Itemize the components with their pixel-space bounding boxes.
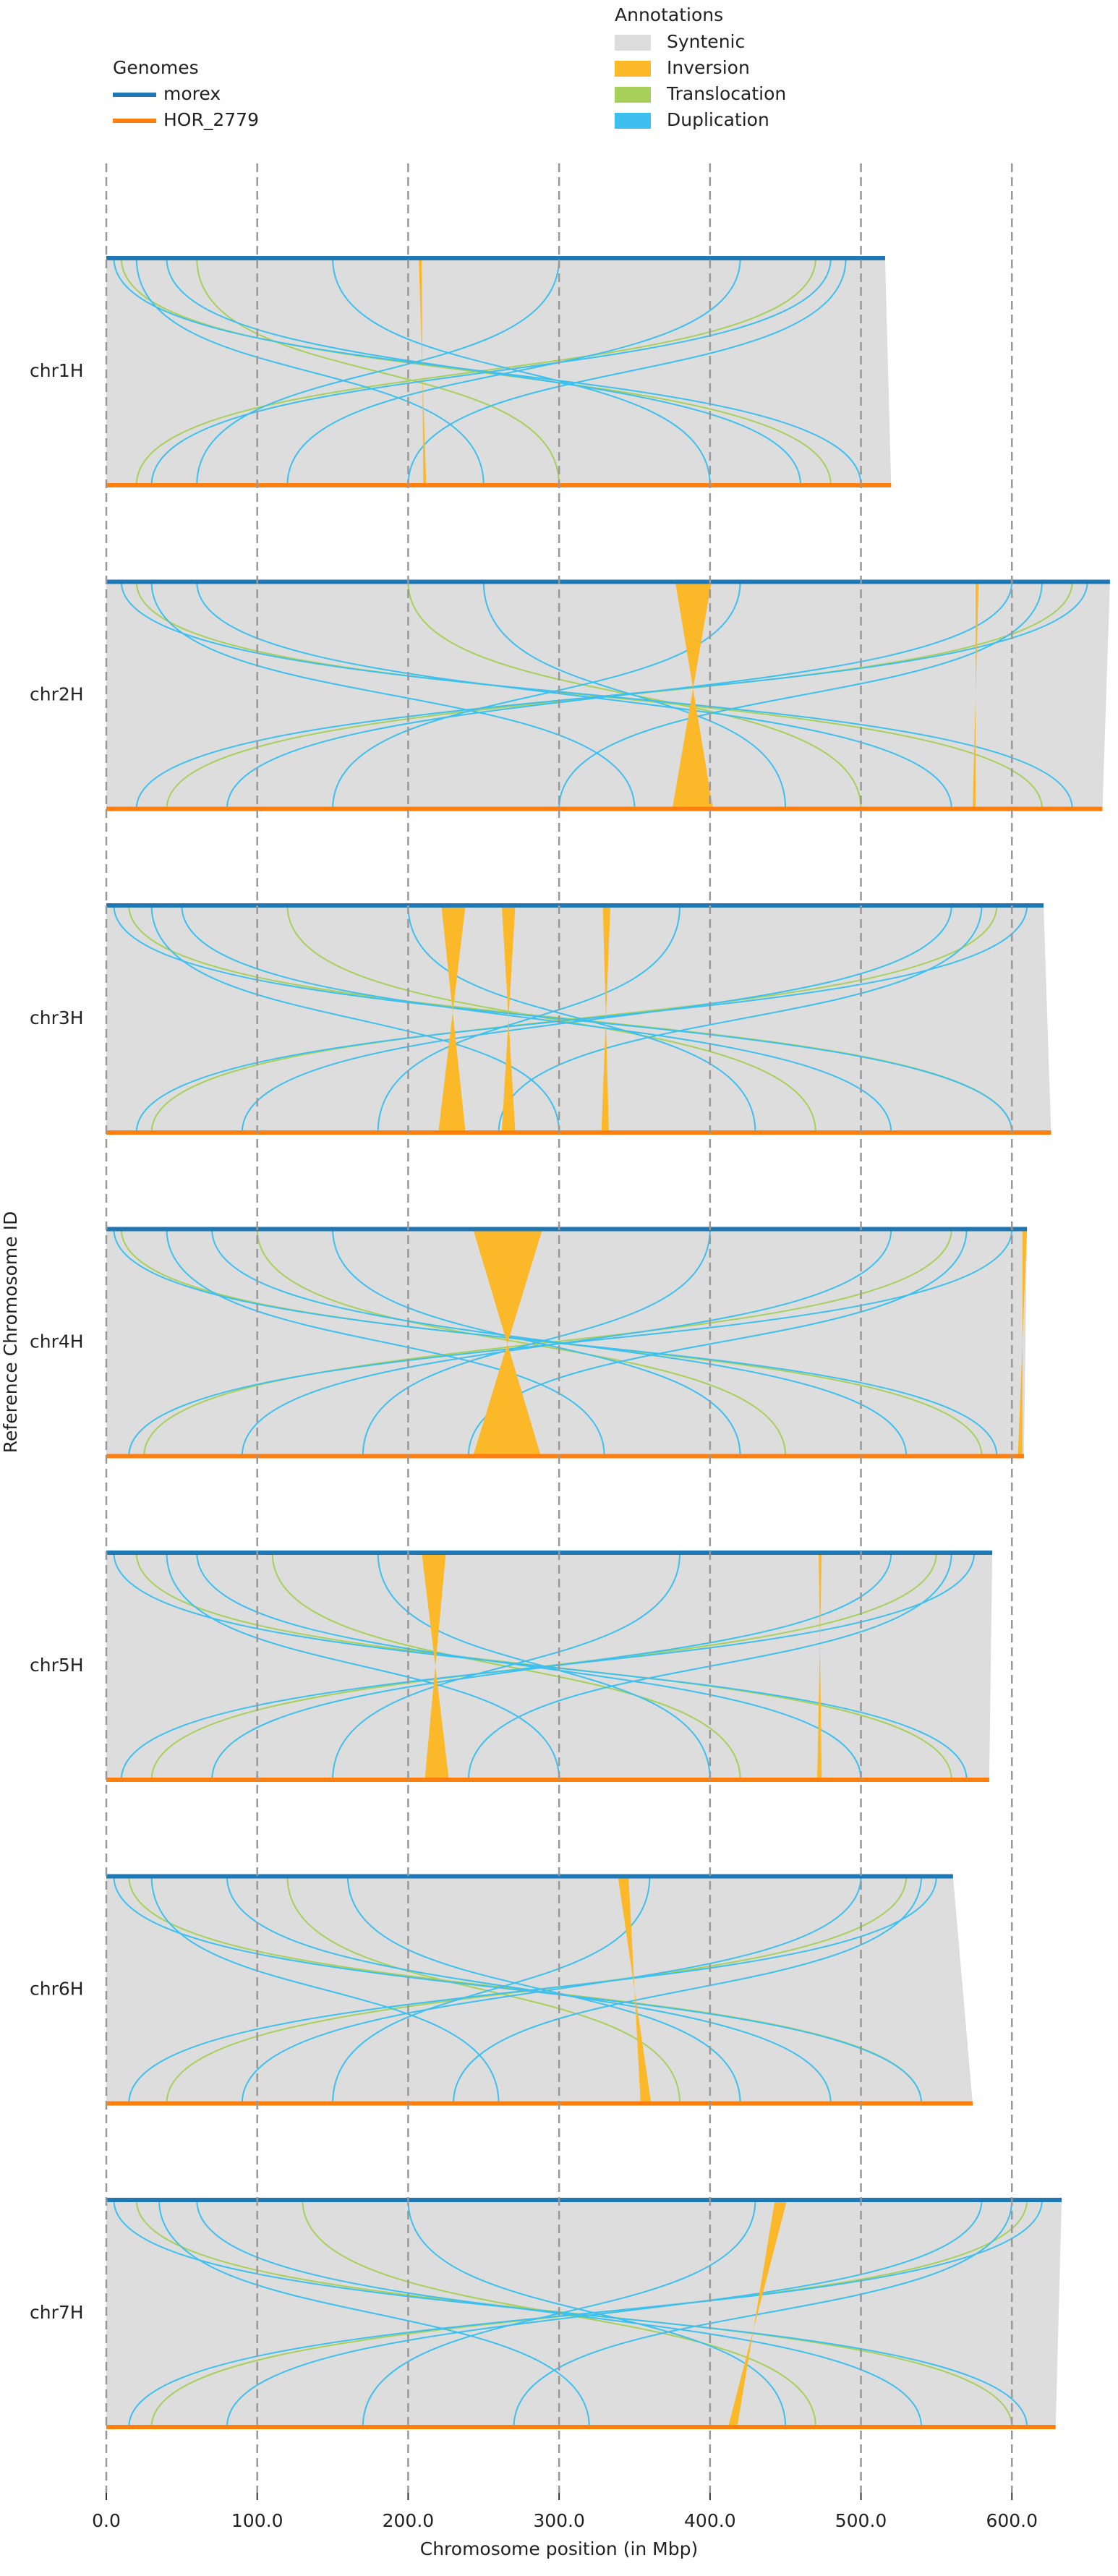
duplication-link <box>166 1229 605 1457</box>
inversion <box>972 581 979 809</box>
legend-patch <box>615 113 651 129</box>
legend-label: Translocation <box>666 83 786 104</box>
duplication-link <box>113 1552 968 1780</box>
duplication-link <box>135 581 1088 809</box>
translocation-link <box>286 905 816 1133</box>
duplication-link <box>226 581 1013 809</box>
duplication-link <box>226 1876 832 2104</box>
y-tick-label: chr6H <box>30 1979 84 2000</box>
chromosome-row <box>106 1227 1028 1459</box>
inversion <box>419 258 427 485</box>
legend-patch <box>615 87 651 103</box>
chromosome-row <box>106 2198 1062 2429</box>
translocation-link <box>143 1229 952 1457</box>
duplication-link <box>211 1229 908 1457</box>
y-tick-label: chr2H <box>30 684 84 705</box>
inversion <box>727 2200 788 2427</box>
duplication-link <box>150 257 832 486</box>
inversion <box>672 581 714 809</box>
y-tick-label: chr4H <box>30 1331 84 1352</box>
duplication-link <box>113 2199 1028 2428</box>
y-tick-label: chr5H <box>30 1655 84 1676</box>
inversion <box>1017 1229 1028 1457</box>
duplication-link <box>286 257 741 486</box>
chromosome-row <box>106 256 892 487</box>
duplication-link <box>113 1876 923 2104</box>
translocation-link <box>150 905 998 1133</box>
x-tick-label: 300.0 <box>533 2510 585 2531</box>
translocation-link <box>256 1229 787 1457</box>
inversion <box>422 1553 449 1780</box>
chromosome-row <box>106 903 1051 1135</box>
duplication-link <box>150 905 560 1133</box>
syntenic-region <box>106 258 892 485</box>
chromosome-row <box>106 1874 973 2106</box>
legend-label: Inversion <box>667 57 750 78</box>
duplication-link <box>377 1552 711 1780</box>
duplication-link <box>332 257 711 486</box>
duplication-link <box>241 1229 892 1457</box>
x-tick-label: 100.0 <box>231 2510 283 2531</box>
duplication-link <box>211 1552 892 1780</box>
duplication-link <box>407 905 756 1133</box>
duplication-link <box>150 581 636 809</box>
inversion <box>473 1229 543 1457</box>
legend-label: HOR_2779 <box>163 109 259 130</box>
inversion <box>438 905 466 1133</box>
duplication-link <box>513 2199 1013 2428</box>
duplication-link <box>407 2199 787 2428</box>
duplication-link <box>128 2199 1043 2428</box>
duplication-link <box>346 1876 741 2104</box>
duplication-link <box>332 1552 681 1780</box>
y-tick-label: chr3H <box>30 1007 84 1028</box>
inversion <box>501 905 516 1133</box>
duplication-link <box>166 1552 560 1780</box>
duplication-link <box>498 905 983 1133</box>
duplication-link <box>332 581 741 809</box>
legend-label: morex <box>163 83 221 104</box>
inversion <box>817 1553 822 1780</box>
legend-label: Duplication <box>667 109 769 130</box>
duplication-link <box>377 905 681 1133</box>
duplication-link <box>362 1229 711 1457</box>
duplication-link <box>196 581 952 809</box>
duplication-link <box>241 905 952 1133</box>
duplication-link <box>407 257 847 486</box>
inversion <box>618 1876 652 2104</box>
y-tick-label: chr7H <box>30 2302 84 2323</box>
x-tick-label: 500.0 <box>835 2510 887 2531</box>
duplication-link <box>135 257 485 486</box>
x-tick-label: 600.0 <box>986 2510 1038 2531</box>
chromosome-row <box>106 579 1110 811</box>
chromosome-row <box>106 1551 993 1782</box>
inversion <box>601 905 611 1133</box>
annotations-title: Annotations <box>615 4 723 25</box>
duplication-link <box>332 1876 651 2104</box>
duplication-link <box>158 2199 590 2428</box>
duplication-link <box>196 257 560 486</box>
x-tick-label: 0.0 <box>92 2510 121 2531</box>
y-axis-label: Reference Chromosome ID <box>0 1211 21 1453</box>
duplication-link <box>558 581 1043 809</box>
legend-patch <box>615 61 651 77</box>
x-axis-label: Chromosome position (in Mbp) <box>420 2538 699 2559</box>
duplication-link <box>113 905 1013 1133</box>
legend-patch <box>615 35 651 51</box>
duplication-link <box>181 905 892 1133</box>
legend-label: Syntenic <box>667 31 745 52</box>
y-tick-label: chr1H <box>30 360 84 381</box>
duplication-link <box>453 1876 923 2104</box>
genomes-title: Genomes <box>113 57 199 78</box>
translocation-link <box>286 1876 681 2104</box>
translocation-link <box>135 257 816 486</box>
duplication-link <box>482 581 787 809</box>
x-tick-label: 400.0 <box>684 2510 736 2531</box>
duplication-link <box>226 2199 983 2428</box>
duplication-link <box>166 257 802 486</box>
x-tick-label: 200.0 <box>383 2510 435 2531</box>
duplication-link <box>241 1876 862 2104</box>
